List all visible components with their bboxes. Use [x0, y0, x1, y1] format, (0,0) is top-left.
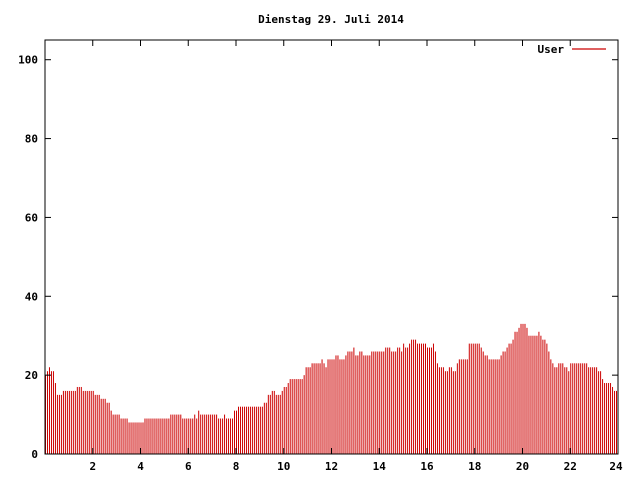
legend-label: User [538, 43, 565, 56]
x-tick-label: 10 [277, 460, 290, 473]
x-tick-label: 18 [468, 460, 481, 473]
x-tick-label: 14 [373, 460, 387, 473]
y-tick-label: 80 [25, 133, 38, 146]
y-axis: 0 20 40 60 80 100 [18, 54, 618, 461]
y-tick-label: 0 [31, 448, 38, 461]
x-tick-label: 8 [233, 460, 240, 473]
x-tick-label: 22 [564, 460, 577, 473]
x-tick-label: 20 [516, 460, 529, 473]
legend: User [538, 43, 606, 56]
y-tick-label: 20 [25, 369, 38, 382]
x-axis: 2 4 6 8 10 12 14 16 18 20 22 24 [89, 40, 623, 473]
y-tick-label: 40 [25, 290, 38, 303]
chart-title: Dienstag 29. Juli 2014 [258, 13, 404, 26]
x-tick-label: 12 [325, 460, 338, 473]
y-tick-label: 100 [18, 54, 38, 67]
bars-layer [45, 323, 618, 454]
x-tick-label: 2 [89, 460, 96, 473]
y-tick-label: 60 [25, 211, 38, 224]
x-tick-label: 6 [185, 460, 192, 473]
x-tick-label: 4 [137, 460, 144, 473]
x-tick-label: 16 [420, 460, 434, 473]
x-tick-label: 24 [609, 460, 623, 473]
